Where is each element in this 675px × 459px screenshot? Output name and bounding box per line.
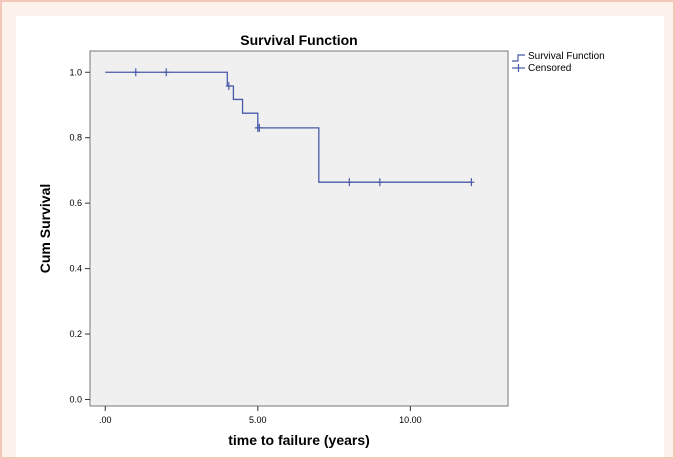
chart-figure: Survival Function Cum Survival time to f… — [16, 16, 664, 457]
x-tick-label: 10.00 — [399, 415, 422, 425]
censored-marker — [163, 68, 170, 77]
y-tick-label: 0.2 — [69, 329, 82, 339]
survival-chart: Survival Function Cum Survival time to f… — [37, 32, 605, 448]
legend-item-censored: Censored — [512, 63, 571, 74]
chart-marks — [105, 68, 475, 187]
censored-marker — [376, 178, 383, 187]
y-axis-label: Cum Survival — [37, 184, 53, 273]
legend-item-survival-function: Survival Function — [512, 51, 605, 62]
y-tick-label: 0.8 — [69, 133, 82, 143]
y-tick-label: 0.6 — [69, 198, 82, 208]
censored-marker — [346, 178, 353, 187]
plot-area — [89, 50, 509, 407]
censored-marker — [256, 123, 263, 132]
x-tick-label: .00 — [99, 415, 112, 425]
chart-title: Survival Function — [240, 32, 357, 48]
censored-marker — [468, 178, 475, 187]
y-tick-label: 0.4 — [69, 264, 82, 274]
censored-marker — [225, 82, 232, 91]
legend-label: Survival Function — [528, 51, 605, 62]
y-tick-label: 1.0 — [69, 67, 82, 77]
legend-label: Censored — [528, 63, 571, 74]
survival-step-line — [105, 71, 472, 183]
axis-ticks: 0.0 0.2 0.4 0.6 0.8 1.0 .00 5.00 10.00 — [69, 67, 421, 425]
x-axis-label: time to failure (years) — [228, 432, 370, 448]
y-tick-label: 0.0 — [69, 394, 82, 404]
x-tick-label: 5.00 — [249, 415, 267, 425]
censored-marker — [132, 68, 139, 77]
